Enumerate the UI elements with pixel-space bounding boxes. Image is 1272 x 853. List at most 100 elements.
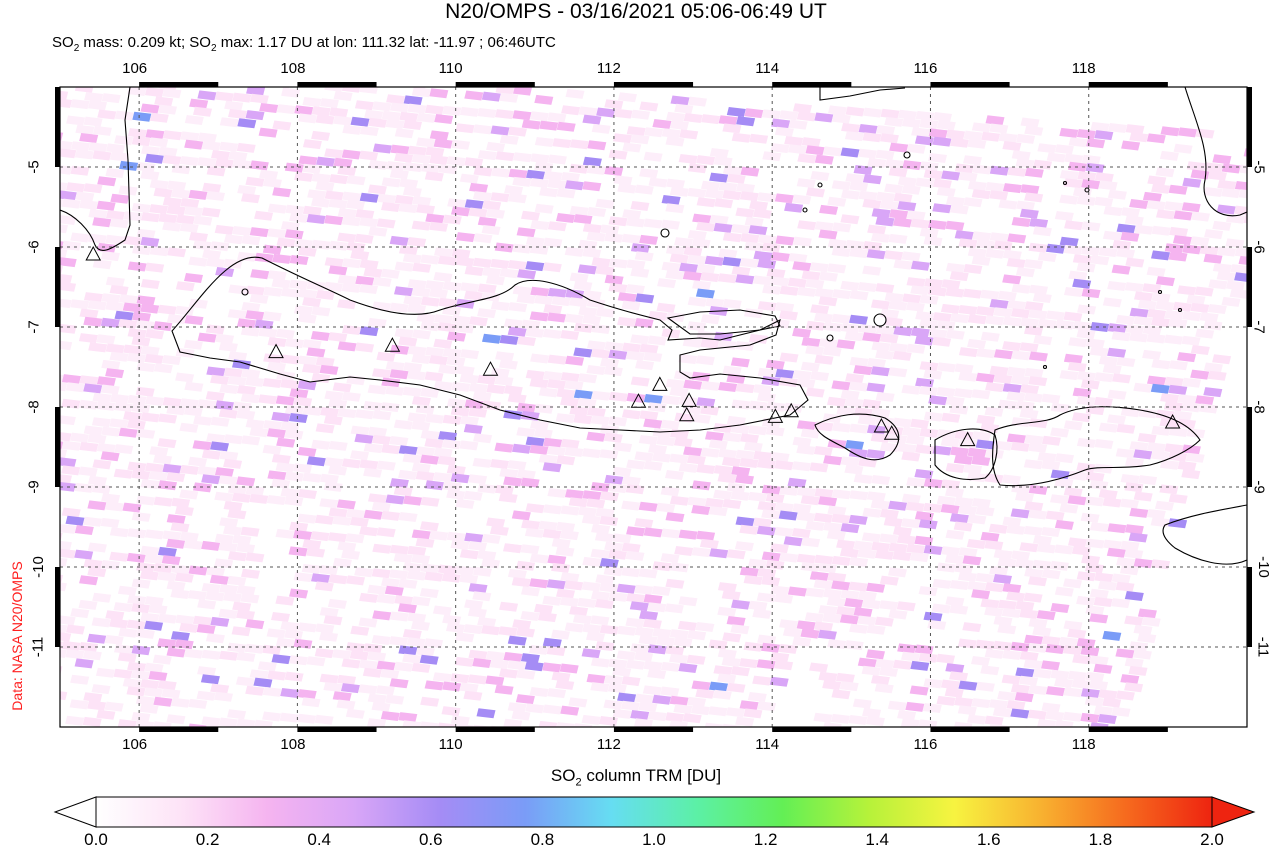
so2-pixel	[179, 222, 199, 233]
so2-pixel	[954, 430, 974, 441]
so2-pixel	[635, 360, 655, 371]
so2-pixel	[1046, 243, 1065, 254]
volcano-triangle	[681, 392, 697, 407]
so2-pixel	[546, 579, 566, 590]
frame-tick-bar	[139, 82, 219, 87]
so2-pixel	[166, 538, 186, 549]
so2-pixel	[17, 696, 36, 706]
so2-pixel	[433, 380, 453, 391]
so2-pixel	[612, 666, 632, 677]
so2-pixel	[175, 372, 195, 383]
so2-pixel	[96, 334, 116, 345]
so2-pixel	[853, 473, 873, 484]
so2-pixel	[1027, 709, 1047, 720]
x-tick-label-bottom: 114	[755, 736, 780, 753]
so2-pixel	[555, 413, 575, 424]
so2-pixel	[975, 439, 995, 450]
so2-pixel	[757, 701, 777, 712]
so2-pixel	[800, 495, 820, 506]
so2-pixel	[184, 206, 204, 217]
so2-pixel	[1178, 127, 1197, 138]
so2-pixel	[660, 553, 680, 564]
so2-pixel	[399, 245, 418, 256]
so2-pixel	[778, 510, 798, 521]
so2-pixel	[420, 454, 439, 465]
so2-pixel	[954, 563, 974, 574]
so2-pixel	[472, 591, 492, 602]
so2-pixel	[651, 585, 671, 596]
so2-pixel	[60, 298, 72, 309]
so2-pixel	[197, 599, 217, 610]
so2-pixel	[393, 419, 413, 430]
so2-pixel	[316, 156, 335, 167]
so2-pixel	[985, 382, 1005, 393]
so2-pixel	[581, 581, 601, 592]
so2-pixel	[140, 279, 160, 289]
so2-pixel	[827, 263, 847, 274]
so2-pixel	[625, 484, 645, 495]
x-tick-label-top: 116	[913, 60, 938, 77]
so2-pixel	[228, 151, 248, 162]
so2-pixel	[1006, 591, 1026, 602]
so2-pixel	[512, 619, 532, 630]
so2-pixel	[700, 739, 719, 749]
so2-pixel	[482, 267, 502, 278]
so2-pixel	[739, 566, 759, 577]
so2-pixel	[389, 369, 409, 380]
so2-pixel	[398, 578, 418, 589]
so2-pixel	[118, 318, 138, 329]
so2-pixel	[415, 537, 435, 548]
so2-pixel	[669, 653, 689, 664]
so2-pixel	[179, 464, 199, 475]
so2-pixel	[394, 661, 413, 672]
so2-pixel	[215, 267, 235, 277]
so2-pixel	[525, 703, 545, 714]
so2-pixel	[280, 354, 300, 365]
so2-pixel	[472, 658, 492, 668]
so2-pixel	[958, 371, 978, 382]
so2-pixel	[1147, 175, 1167, 186]
so2-pixel	[481, 91, 501, 102]
so2-pixel	[359, 592, 379, 603]
so2-pixel	[145, 396, 164, 406]
so2-pixel	[1155, 500, 1174, 511]
so2-pixel	[700, 272, 720, 283]
so2-pixel	[591, 257, 611, 268]
so2-pixel	[162, 463, 182, 474]
so2-pixel	[1102, 230, 1122, 241]
so2-pixel	[272, 253, 292, 264]
so2-pixel	[735, 274, 755, 285]
coastline-java	[171, 256, 809, 433]
so2-pixel	[861, 599, 881, 610]
so2-pixel	[582, 156, 602, 167]
so2-pixel	[503, 543, 522, 554]
so2-pixel	[678, 462, 698, 473]
so2-pixel	[870, 499, 890, 510]
so2-pixel	[762, 151, 782, 162]
so2-pixel	[61, 465, 81, 476]
so2-pixel	[521, 586, 540, 597]
so2-pixel	[577, 264, 597, 275]
so2-pixel	[311, 173, 331, 183]
so2-pixel	[546, 646, 566, 656]
so2-pixel	[1072, 254, 1092, 265]
so2-pixel	[162, 530, 182, 541]
so2-pixel	[201, 140, 221, 151]
so2-pixel	[1067, 361, 1087, 372]
so2-pixel	[411, 354, 431, 364]
so2-pixel	[827, 572, 847, 583]
so2-pixel	[1063, 487, 1083, 498]
so2-pixel	[1081, 179, 1101, 190]
so2-pixel	[634, 693, 654, 704]
so2-pixel	[822, 588, 842, 599]
so2-pixel	[648, 444, 668, 455]
so2-pixel	[923, 611, 943, 622]
so2-pixel	[1142, 325, 1162, 336]
so2-pixel	[866, 649, 885, 660]
so2-pixel	[792, 436, 812, 447]
so2-pixel	[494, 375, 514, 386]
so2-pixel	[1089, 480, 1109, 490]
so2-pixel	[1190, 345, 1210, 355]
so2-pixel	[140, 412, 160, 423]
so2-pixel	[958, 305, 978, 315]
